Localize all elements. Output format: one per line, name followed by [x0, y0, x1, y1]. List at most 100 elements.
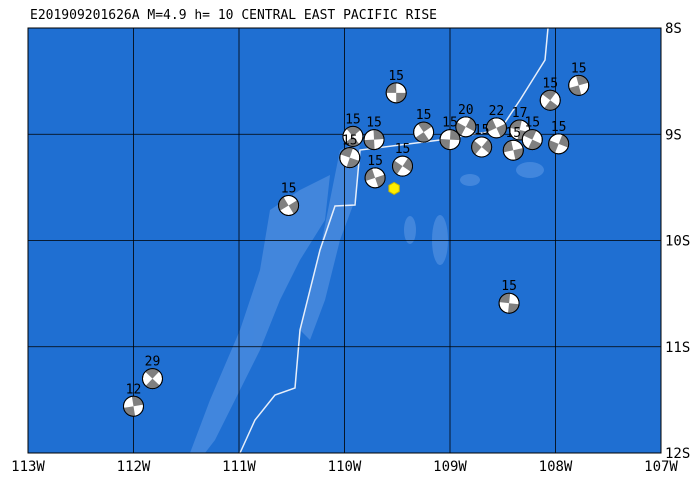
beachball	[568, 74, 590, 96]
beachball-quadrant	[145, 378, 160, 389]
beachball	[548, 133, 570, 155]
beachball-quadrant	[503, 140, 514, 153]
beachball-outline	[471, 136, 493, 158]
lon-tick-label: 110W	[328, 459, 362, 475]
beachball-quadrant	[523, 129, 537, 140]
depth-label: 15	[416, 108, 432, 123]
beachball	[498, 292, 520, 314]
depth-label: 15	[442, 116, 458, 131]
beachball	[439, 129, 461, 151]
beachball-quadrant	[364, 139, 375, 150]
beachball-quadrant	[392, 160, 403, 175]
beachball-outline	[392, 155, 414, 177]
beachball	[339, 147, 361, 169]
beachball-outline	[123, 395, 144, 417]
beachball-quadrant	[415, 132, 430, 143]
beachball-outline	[568, 74, 590, 96]
depth-label: 15	[388, 69, 404, 84]
beachball-quadrant	[145, 368, 160, 379]
beachball	[141, 368, 163, 390]
beachball-quadrant	[513, 148, 524, 160]
beachball-outline	[363, 129, 385, 151]
beachball-quadrant	[499, 293, 511, 304]
beachball	[455, 116, 477, 138]
lat-tick-label: 12S	[665, 446, 690, 462]
beachball-outline	[364, 167, 386, 189]
depth-label: 29	[145, 355, 161, 370]
depth-label: 22	[489, 104, 505, 119]
beachball-quadrant	[131, 396, 144, 407]
beachball-outline	[141, 368, 163, 390]
beachball-quadrant	[509, 120, 522, 130]
beachball-outline	[385, 82, 407, 104]
depth-label: 15	[505, 126, 521, 141]
beachball	[364, 167, 386, 189]
depth-label: 15	[366, 116, 382, 131]
beachball	[385, 82, 407, 104]
depth-label: 15	[474, 123, 490, 138]
beachball	[521, 129, 543, 151]
beachball	[123, 395, 144, 417]
depth-label: 15	[281, 181, 297, 196]
beachball	[502, 139, 524, 161]
beachball	[413, 121, 435, 143]
lat-tick-label: 9S	[665, 127, 682, 143]
depth-label: 15	[524, 116, 540, 131]
lat-tick-label: 11S	[665, 340, 690, 356]
depth-label: 17	[512, 106, 528, 121]
depth-label: 15	[367, 154, 383, 169]
beachball-outline	[439, 129, 461, 151]
ridge-line	[239, 27, 549, 454]
depth-label: 15	[342, 134, 358, 149]
depth-label: 15	[501, 279, 517, 294]
beachball-quadrant	[507, 303, 520, 314]
beachball-quadrant	[465, 117, 476, 132]
beachball-quadrant	[345, 136, 360, 147]
title: E201909201626A M=4.9 h= 10 CENTRAL EAST …	[30, 8, 437, 23]
lat-tick-label: 10S	[665, 234, 690, 250]
beachball	[485, 117, 507, 139]
lon-tick-label: 108W	[539, 459, 573, 475]
beachball-quadrant	[396, 92, 407, 103]
lon-tick-label: 112W	[117, 459, 151, 475]
beachball-quadrant	[278, 196, 289, 211]
beachball-quadrant	[402, 157, 413, 172]
depth-label: 12	[126, 382, 142, 397]
beachball	[363, 129, 385, 151]
beachball-outline	[498, 292, 520, 314]
beachball-quadrant	[496, 123, 507, 137]
beachball	[342, 125, 364, 147]
beachball-quadrant	[346, 126, 361, 137]
lon-tick-label: 113W	[11, 459, 45, 475]
beachball-quadrant	[486, 118, 497, 133]
depth-label: 15	[542, 76, 558, 91]
beachball-outline	[539, 89, 561, 111]
beachball-quadrant	[450, 129, 460, 141]
beachball-quadrant	[373, 129, 385, 140]
depth-label: 15	[551, 120, 567, 135]
beachball-quadrant	[481, 139, 492, 154]
beachball-quadrant	[528, 139, 542, 150]
beachball-outline	[502, 139, 524, 161]
beachball-quadrant	[439, 139, 450, 150]
beachball-outline	[278, 194, 300, 216]
beachball-outline	[521, 129, 543, 151]
epicenter	[388, 181, 400, 196]
lat-tick-label: 8S	[665, 21, 682, 37]
lon-tick-label: 107W	[644, 459, 678, 475]
beachball-quadrant	[455, 122, 466, 136]
depth-label: 15	[395, 142, 411, 157]
beachball-outline	[339, 147, 361, 169]
beachball-outline	[485, 117, 507, 139]
beachball	[278, 194, 300, 216]
beachball-quadrant	[471, 140, 482, 155]
beachball-quadrant	[418, 122, 432, 133]
beachball-quadrant	[123, 406, 136, 417]
beachball-quadrant	[386, 82, 397, 93]
beachball	[471, 136, 493, 158]
beachball	[539, 89, 561, 111]
depth-label: 15	[571, 61, 587, 76]
beachball-outline	[548, 133, 570, 155]
beachball-quadrant	[542, 90, 557, 101]
beachball-quadrant	[288, 200, 299, 215]
